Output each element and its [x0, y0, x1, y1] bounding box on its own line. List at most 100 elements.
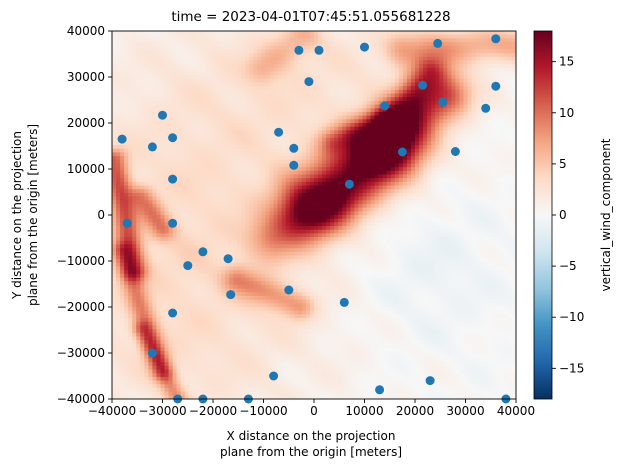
heatmap-cell [334, 104, 339, 109]
heatmap-cell [192, 104, 198, 109]
heatmap-cell [249, 49, 254, 54]
heatmap-cell [124, 82, 129, 87]
heatmap-cell [128, 75, 133, 80]
heatmap-cell [398, 145, 404, 150]
heatmap-cell [366, 163, 372, 168]
heatmap-cell [184, 152, 190, 157]
heatmap-cell [326, 126, 331, 131]
heatmap-cell [196, 203, 202, 209]
heatmap-cell [471, 31, 477, 36]
heatmap-cell [503, 126, 509, 131]
heatmap-cell [382, 145, 388, 150]
heatmap-cell [374, 141, 380, 146]
heatmap-cell [132, 203, 137, 209]
heatmap-cell [503, 111, 509, 117]
heatmap-cell [273, 145, 279, 150]
heatmap-cell [253, 178, 259, 183]
heatmap-cell [208, 75, 214, 80]
heatmap-cell [229, 108, 234, 113]
heatmap-cell [164, 86, 170, 91]
heatmap-cell [116, 119, 121, 124]
heatmap-cell [217, 211, 222, 216]
heatmap-cell [406, 178, 412, 183]
heatmap-cell [334, 31, 339, 36]
heatmap-cell [184, 185, 190, 190]
heatmap-cell [475, 86, 481, 91]
heatmap-cell [386, 211, 392, 216]
heatmap-cell [285, 49, 291, 54]
heatmap-cell [394, 134, 400, 139]
heatmap-cell [168, 148, 174, 154]
heatmap-cell [285, 78, 291, 84]
heatmap-cell [487, 56, 493, 62]
heatmap-cell [265, 152, 271, 157]
heatmap-cell [188, 38, 194, 43]
heatmap-cell [402, 53, 408, 58]
heatmap-cell [495, 126, 501, 131]
heatmap-cell [471, 78, 477, 84]
heatmap-cell [427, 167, 432, 172]
heatmap-cell [269, 75, 275, 80]
heatmap-cell [503, 64, 509, 69]
heatmap-cell [398, 38, 404, 43]
heatmap-cell [487, 123, 493, 128]
heatmap-cell [406, 174, 412, 179]
heatmap-cell [346, 137, 351, 142]
heatmap-cell [281, 71, 287, 76]
heatmap-cell [358, 137, 364, 142]
heatmap-cell [217, 75, 222, 80]
heatmap-cell [427, 203, 432, 209]
heatmap-cell [427, 123, 432, 128]
heatmap-cell [423, 167, 428, 172]
heatmap-cell [326, 108, 331, 113]
heatmap-cell [354, 141, 360, 146]
heatmap-cell [394, 93, 400, 98]
heatmap-cell [318, 104, 323, 109]
heatmap-cell [374, 152, 380, 157]
heatmap-cell [273, 82, 279, 87]
heatmap-cell [318, 111, 323, 117]
heatmap-cell [144, 134, 149, 139]
heatmap-cell [459, 192, 465, 198]
heatmap-cell [382, 170, 388, 176]
heatmap-cell [120, 53, 125, 58]
heatmap-cell [475, 75, 481, 80]
heatmap-cell [112, 156, 117, 161]
heatmap-cell [261, 148, 267, 154]
heatmap-cell [241, 56, 246, 62]
heatmap-cell [208, 137, 214, 142]
heatmap-cell [322, 45, 327, 50]
heatmap-cell [309, 119, 315, 124]
heatmap-cell [342, 71, 347, 76]
heatmap-cell [128, 108, 133, 113]
heatmap-cell [164, 75, 170, 80]
heatmap-cell [475, 123, 481, 128]
heatmap-cell [192, 56, 198, 62]
heatmap-cell [192, 45, 198, 50]
heatmap-cell [172, 100, 178, 106]
heatmap-cell [140, 111, 145, 117]
heatmap-cell [144, 75, 149, 80]
heatmap-cell [415, 126, 420, 131]
heatmap-cell [180, 31, 186, 36]
heatmap-cell [217, 134, 222, 139]
heatmap-cell [467, 152, 473, 157]
heatmap-cell [402, 100, 408, 106]
heatmap-cell [257, 108, 263, 113]
heatmap-cell [249, 145, 254, 150]
heatmap-cell [213, 53, 218, 58]
heatmap-cell [495, 174, 501, 179]
heatmap-cell [184, 141, 190, 146]
heatmap-cell [172, 67, 178, 73]
heatmap-cell [463, 185, 469, 190]
heatmap-cell [342, 97, 347, 102]
heatmap-cell [225, 137, 230, 142]
heatmap-cell [241, 203, 246, 209]
heatmap-cell [233, 49, 238, 54]
heatmap-cell [293, 203, 299, 209]
heatmap-cell [366, 181, 372, 187]
heatmap-cell [305, 163, 311, 168]
heatmap-cell [362, 78, 368, 84]
heatmap-cell [330, 111, 335, 117]
heatmap-cell [277, 53, 283, 58]
